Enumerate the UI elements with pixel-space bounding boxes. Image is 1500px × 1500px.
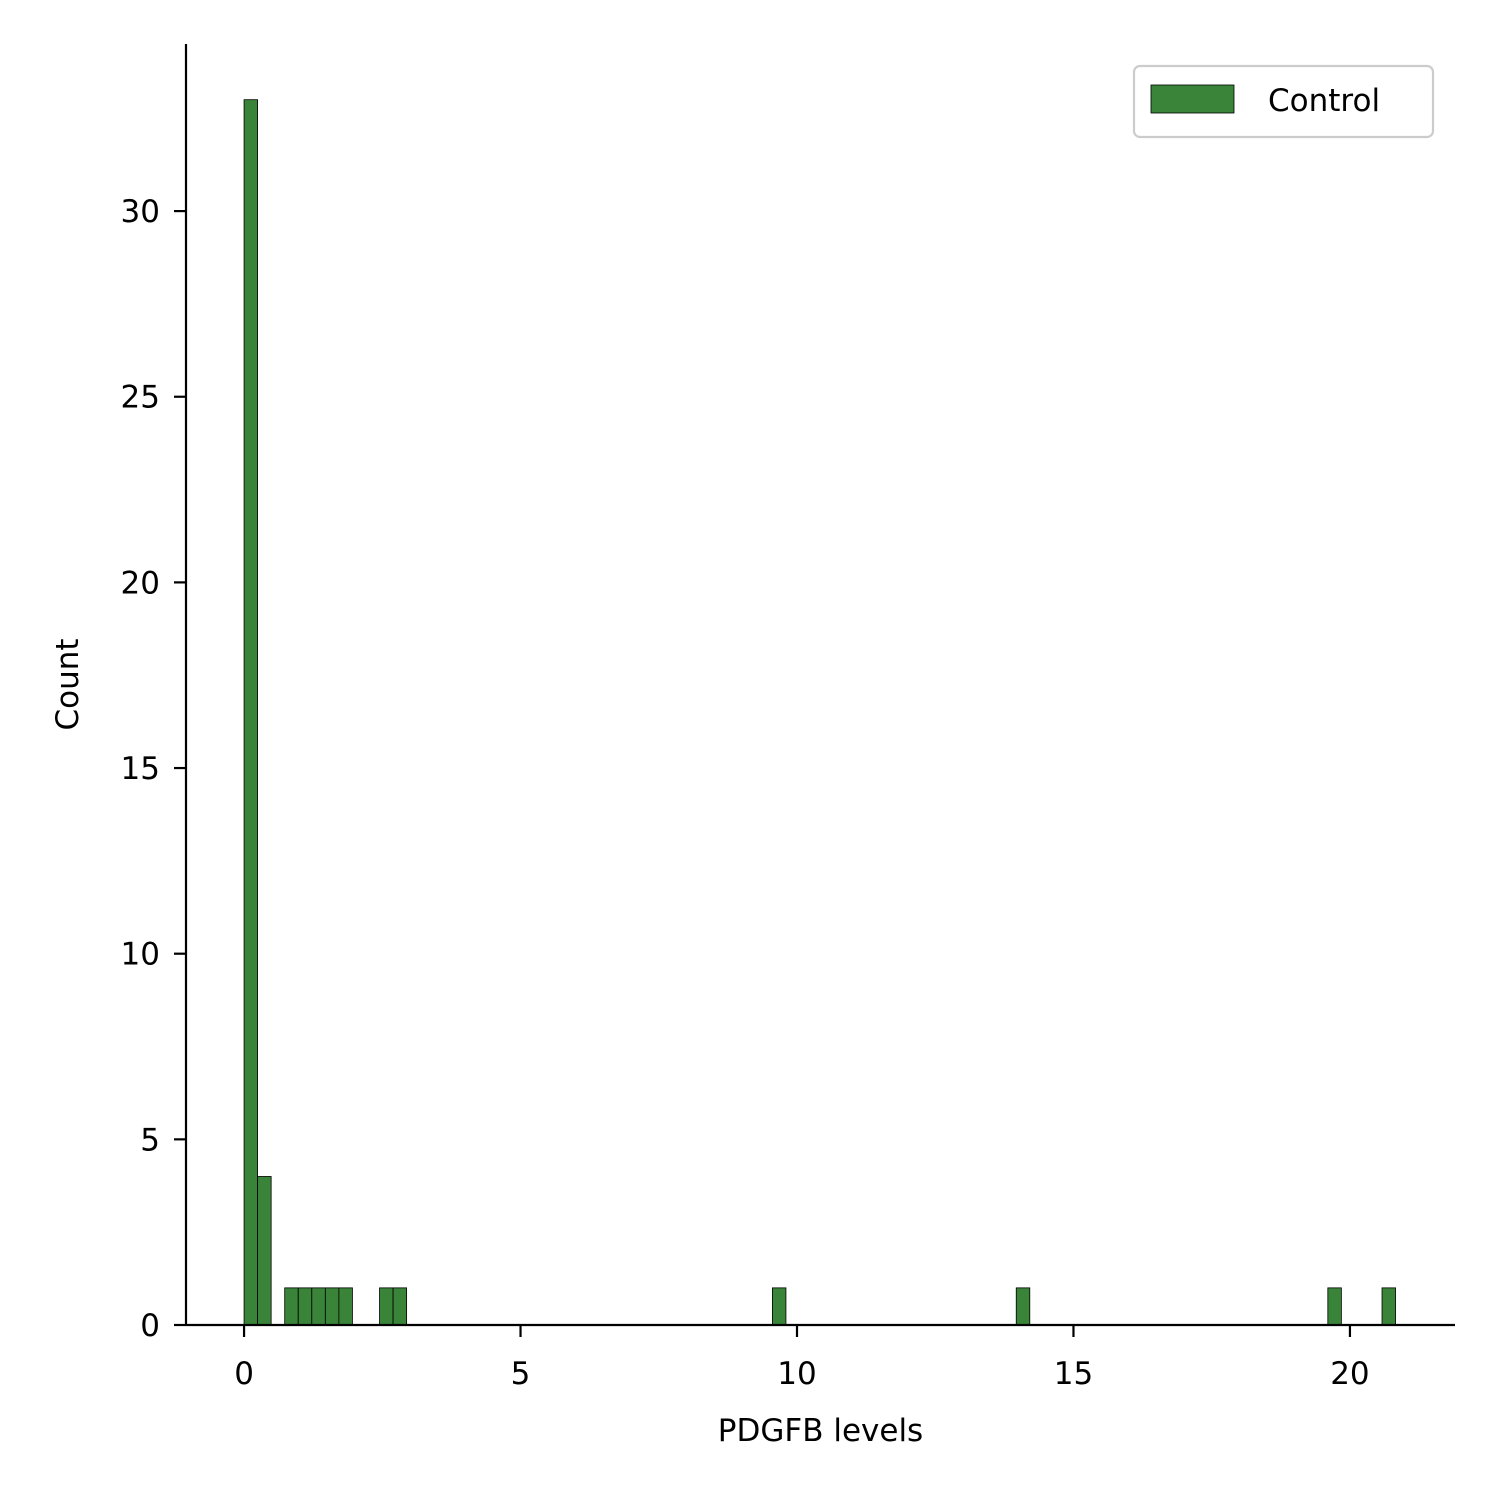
x-tick-label: 20: [1330, 1356, 1369, 1392]
y-tick-label: 10: [121, 937, 160, 973]
y-tick-label: 5: [140, 1122, 160, 1158]
legend-frame: [1132, 64, 1435, 139]
y-tick-label: 25: [121, 380, 160, 416]
histogram-bar: [771, 1287, 787, 1326]
legend-swatch-control: [1150, 84, 1235, 114]
x-tick-label: 5: [511, 1356, 531, 1392]
histogram-bar: [392, 1287, 408, 1326]
histogram-bar: [257, 1176, 272, 1326]
histogram-bar: [284, 1287, 299, 1326]
histogram-bar: [243, 99, 259, 1326]
x-axis-label: PDGFB levels: [718, 1413, 923, 1449]
histogram-bar: [1015, 1287, 1031, 1326]
x-axis-ticks: 0 5 10 15 20: [234, 1325, 1370, 1392]
y-tick-label: 30: [121, 194, 160, 230]
legend-label-control: Control: [1268, 83, 1380, 119]
legend: Control: [1132, 64, 1435, 139]
y-axis-ticks: 0 5 10 15 20 25 30: [121, 194, 186, 1344]
histogram-bar: [338, 1287, 353, 1326]
y-tick-label: 20: [121, 565, 160, 601]
histogram-bar: [1327, 1287, 1342, 1326]
x-tick-label: 15: [1054, 1356, 1093, 1392]
y-axis-label: Count: [50, 638, 86, 730]
histogram-bar: [1381, 1287, 1396, 1326]
y-tick-label: 0: [140, 1308, 160, 1344]
histogram-bar: [311, 1287, 326, 1326]
bars-group: [243, 99, 1396, 1326]
histogram-bar: [379, 1287, 394, 1326]
x-tick-label: 10: [777, 1356, 816, 1392]
histogram-bar: [297, 1287, 313, 1326]
x-tick-label: 0: [234, 1356, 254, 1392]
histogram-bar: [324, 1287, 340, 1326]
y-tick-label: 15: [121, 751, 160, 787]
